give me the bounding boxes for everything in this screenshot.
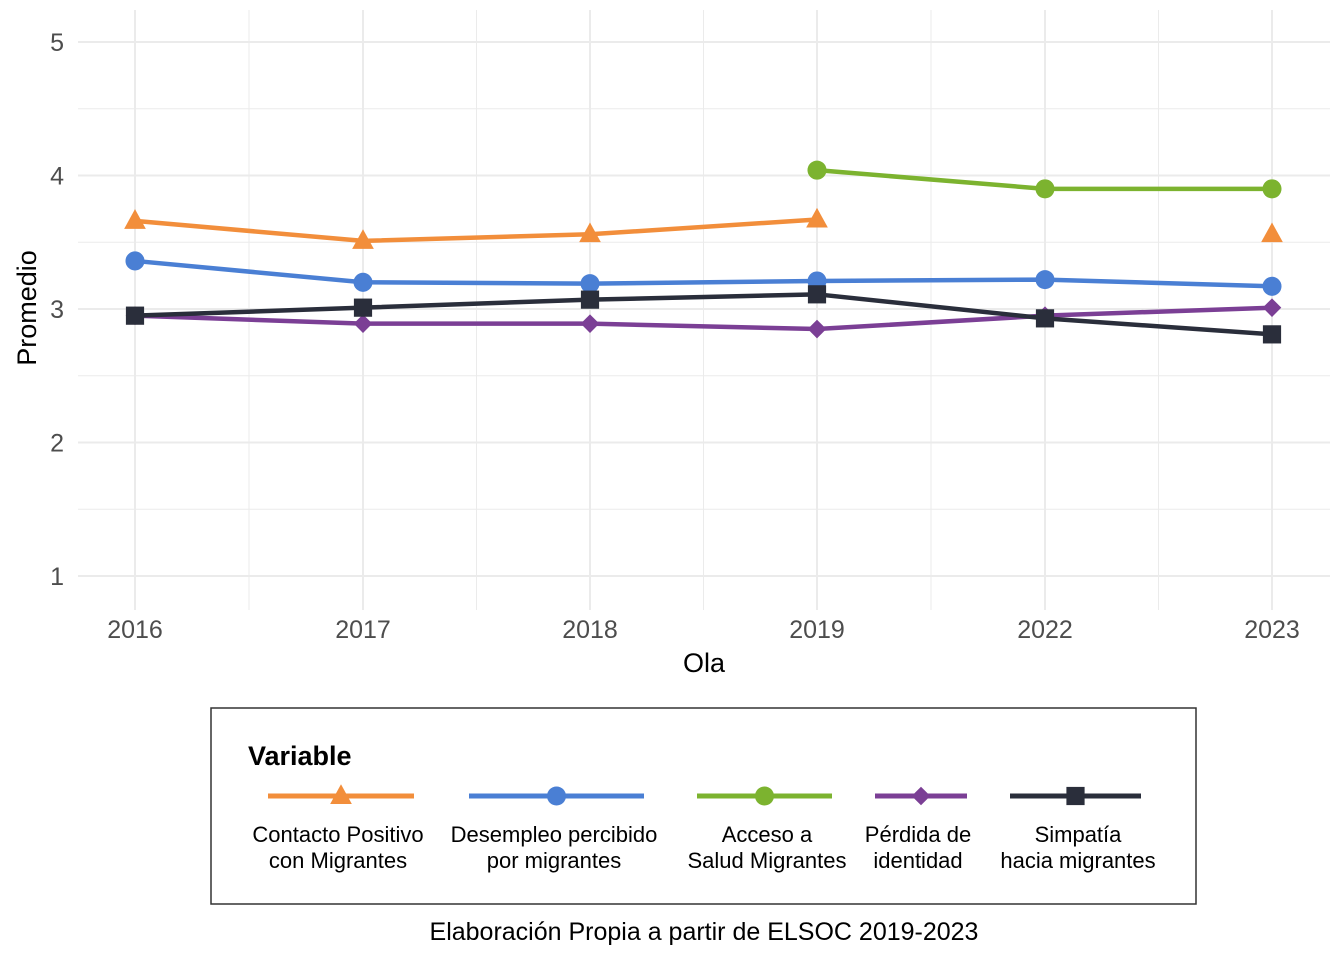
y-tick-label: 3 [50, 296, 64, 324]
data-point [1262, 325, 1282, 344]
x-tick-label: 2016 [107, 616, 163, 644]
legend-box [210, 707, 1197, 905]
legend-key-marker [754, 786, 775, 806]
data-point [352, 229, 374, 249]
legend-key-marker [911, 786, 931, 806]
y-tick-label: 4 [50, 163, 64, 191]
legend-label: Pérdida de [865, 822, 971, 847]
series-group [124, 160, 1283, 344]
legend-label: hacia migrantes [1000, 848, 1155, 873]
y-tick-label: 5 [50, 29, 64, 57]
data-point [1261, 222, 1283, 243]
data-point [353, 298, 373, 317]
data-point [579, 222, 601, 243]
legend-title: Variable [248, 741, 352, 771]
x-axis-title: Ola [683, 648, 726, 678]
data-point [1262, 298, 1282, 317]
data-point [1262, 179, 1282, 199]
legend-label: Desempleo percibido [451, 822, 658, 847]
x-tick-label: 2022 [1017, 616, 1073, 644]
y-tick-label: 2 [50, 430, 64, 458]
data-point [580, 274, 600, 294]
data-point [353, 314, 373, 333]
data-point [353, 272, 373, 292]
data-point [807, 285, 827, 304]
data-point [580, 290, 600, 309]
data-point [1035, 270, 1055, 290]
y-axis-ticks: 1 2 3 4 5 [50, 29, 64, 591]
data-point [1035, 309, 1055, 328]
data-point [806, 207, 828, 228]
series-line [134, 258, 1273, 289]
data-point [124, 209, 146, 229]
series-3 [807, 160, 1282, 199]
legend-label: Salud Migrantes [688, 848, 847, 873]
legend-label: con Migrantes [269, 848, 407, 873]
data-point [807, 319, 827, 339]
legend-label: identidad [873, 848, 962, 873]
legend-label: Contacto Positivo [252, 822, 423, 847]
data-point [1262, 276, 1282, 296]
legend-label: Simpatía [1035, 822, 1123, 847]
series-1 [124, 207, 1283, 249]
caption: Elaboración Propia a partir de ELSOC 201… [430, 918, 979, 946]
legend-key-marker [546, 786, 567, 806]
series-line [134, 292, 1273, 337]
legend-label: Acceso a [722, 822, 813, 847]
y-tick-label: 1 [50, 563, 64, 591]
x-tick-label: 2023 [1244, 616, 1300, 644]
x-tick-label: 2019 [789, 616, 845, 644]
data-point [125, 306, 145, 325]
legend-key-marker [330, 784, 352, 804]
legend-key-marker [1066, 786, 1085, 806]
x-tick-label: 2017 [335, 616, 391, 644]
x-tick-label: 2018 [562, 616, 618, 644]
data-point [580, 314, 600, 333]
series-line [134, 305, 1273, 332]
legend-label: por migrantes [487, 848, 622, 873]
data-point [1035, 179, 1055, 199]
data-point [807, 160, 827, 180]
data-point [125, 251, 145, 271]
series-5 [125, 285, 1282, 344]
y-axis-title: Promedio [12, 250, 42, 366]
x-axis-ticks: 2016 2017 2018 2019 2022 2023 [107, 616, 1300, 644]
series-line [134, 217, 818, 244]
